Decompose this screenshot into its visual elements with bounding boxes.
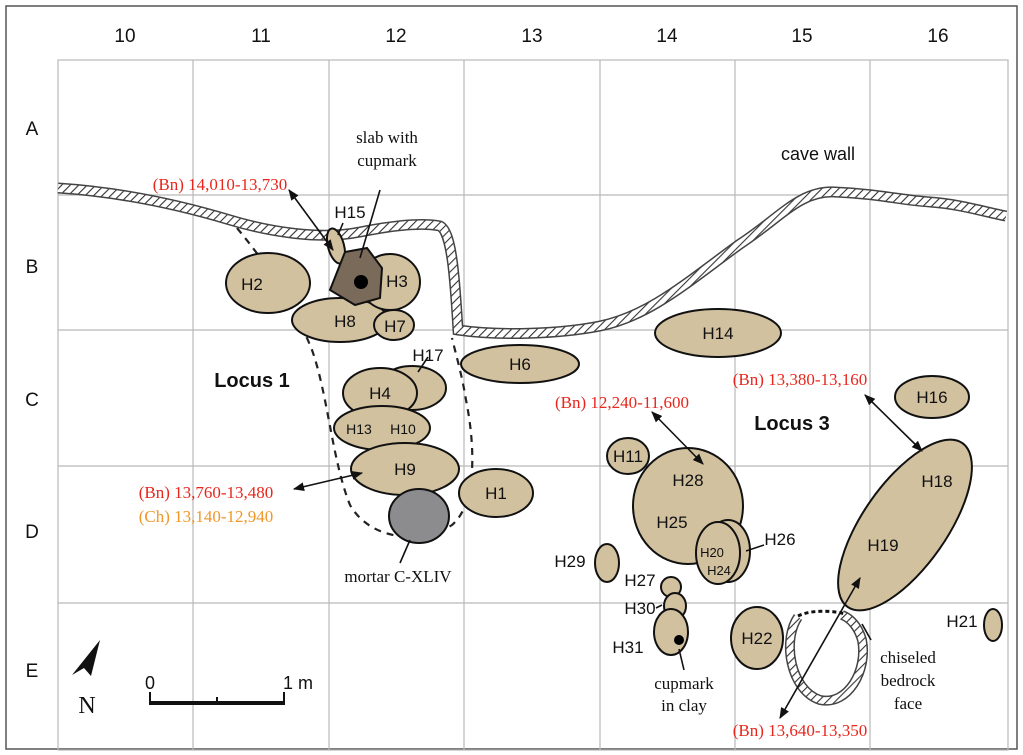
label-h18: H18 [921, 472, 952, 491]
mortar-pointer [399, 539, 411, 564]
pit-h14 [654, 308, 782, 358]
label-h8: H8 [334, 312, 356, 331]
label-h19: H19 [867, 536, 898, 555]
h17-pointer [417, 356, 429, 373]
outer-frame [5, 5, 1018, 750]
pit-h1 [458, 468, 534, 518]
label-h4: H4 [369, 384, 391, 403]
north-label: N [78, 693, 95, 719]
row-label-b: B [26, 257, 39, 278]
label-h2: H2 [241, 275, 263, 294]
arrow-d4 [651, 411, 704, 465]
date-label-6: (Bn) 13,640-13,350 [733, 721, 868, 740]
chiseled-pointer [861, 623, 872, 641]
chiseled-label-line2: bedrock [881, 671, 936, 690]
row-label-a: A [26, 119, 39, 140]
col-label-16: 16 [927, 26, 948, 47]
label-h17: H17 [412, 346, 443, 365]
scale-bar: 0 1 m [145, 673, 313, 705]
label-h1: H1 [485, 484, 507, 503]
row-label-d: D [25, 522, 39, 543]
arrow-d2 [292, 470, 364, 492]
col-label-11: 11 [251, 26, 271, 47]
col-label-10: 10 [114, 26, 135, 47]
clay-cupmark-label-line1: cupmark [654, 674, 714, 693]
row-label-e: E [26, 661, 39, 682]
date-label-5: (Bn) 13,380-13,160 [733, 370, 868, 389]
scale-end-label: 1 m [283, 673, 313, 693]
pit-h6 [460, 344, 580, 384]
arrow-d5 [864, 394, 923, 452]
label-h30: H30 [624, 599, 655, 618]
label-h14: H14 [702, 324, 733, 343]
slab-pointer [359, 189, 381, 259]
label-h21: H21 [946, 612, 977, 631]
locus-1-label: Locus 1 [214, 370, 290, 392]
clay-cupmark [674, 635, 684, 645]
pit-h31 [653, 608, 689, 656]
label-h29: H29 [554, 552, 585, 571]
label-h13: H13 [346, 421, 372, 437]
chiseled-label-line3: face [894, 694, 922, 713]
label-h15: H15 [334, 203, 365, 222]
pit-h2 [225, 252, 311, 314]
date-label-3: (Ch) 13,140-12,940 [139, 507, 274, 526]
col-label-13: 13 [521, 26, 542, 47]
label-h26: H26 [764, 530, 795, 549]
slab-label-line2: cupmark [357, 151, 417, 170]
label-h24: H24 [707, 563, 731, 578]
date-label-2: (Bn) 13,760-13,480 [139, 483, 274, 502]
slab-cupmark [354, 275, 368, 289]
label-h20: H20 [700, 545, 724, 560]
grid-border [57, 59, 1009, 751]
label-h10: H10 [390, 421, 416, 437]
label-h31: H31 [612, 638, 643, 657]
label-h3: H3 [386, 272, 408, 291]
pit-h11 [606, 437, 650, 475]
h26-pointer [745, 544, 765, 552]
pit-h20-h24 [695, 521, 741, 585]
clay-cupmark-label-line2: in clay [661, 696, 707, 715]
north-arrow-icon [72, 640, 100, 676]
arrow-d1 [288, 189, 334, 251]
label-h25: H25 [656, 513, 687, 532]
label-h11: H11 [613, 447, 643, 466]
label-h9: H9 [394, 460, 416, 479]
clay-cupmark-pointer [678, 648, 685, 671]
label-h16: H16 [916, 388, 947, 407]
pit-h21 [983, 608, 1003, 642]
col-label-14: 14 [656, 26, 678, 47]
slab-with-cupmark [328, 246, 384, 307]
cave-wall-label: cave wall [781, 144, 855, 164]
mortar-label: mortar C-XLIV [344, 567, 452, 586]
label-h28: H28 [672, 471, 703, 490]
col-label-15: 15 [791, 26, 812, 47]
slab-label-line1: slab with [356, 128, 418, 147]
h15-pointer [337, 222, 344, 236]
label-h6: H6 [509, 355, 531, 374]
h30-pointer [655, 604, 663, 609]
locus-3-label: Locus 3 [754, 413, 830, 435]
mortar-c-xliv [388, 488, 450, 544]
row-label-c: C [25, 390, 39, 411]
arrow-d6 [779, 577, 861, 719]
label-h22: H22 [741, 629, 772, 648]
scale-start-label: 0 [145, 673, 155, 693]
pit-h29 [594, 543, 620, 583]
date-label-4: (Bn) 12,240-11,600 [555, 393, 689, 412]
label-h7: H7 [384, 317, 406, 336]
cave-wall-hatch [57, 184, 1007, 338]
date-label-1: (Bn) 14,010-13,730 [153, 175, 288, 194]
chiseled-label-line1: chiseled [880, 648, 936, 667]
label-h27: H27 [624, 571, 655, 590]
col-label-12: 12 [385, 26, 406, 47]
north-arrow: N [72, 640, 100, 719]
pit-h18-h19 [837, 438, 973, 612]
